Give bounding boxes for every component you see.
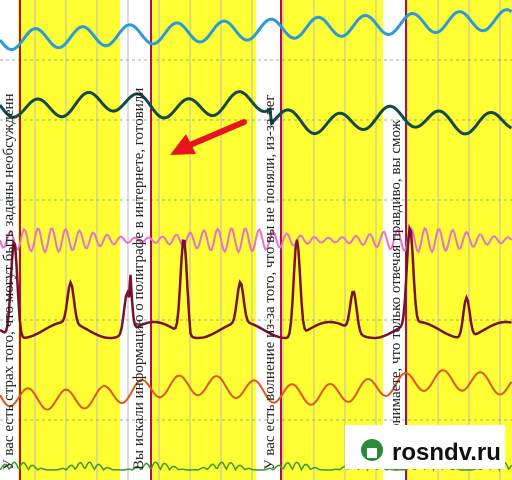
trace — [0, 223, 512, 340]
trace — [0, 369, 512, 411]
trace — [0, 226, 512, 255]
watermark-text: rosndv.ru — [392, 439, 501, 466]
trace — [0, 8, 512, 52]
arrow-shaft — [187, 119, 247, 148]
question-text: У вас есть волнение из-за того, что вы н… — [262, 94, 278, 470]
arrow — [170, 119, 247, 155]
question-text: етко понимаете, что только отвечая правд… — [388, 119, 404, 470]
question-text: У вас есть страх того, что могут быть за… — [1, 93, 17, 470]
trace — [0, 90, 512, 136]
arrow-head — [170, 134, 196, 155]
watermark: rosndv.ru — [345, 425, 505, 469]
traces — [0, 8, 512, 473]
question-text: Вы искали информацию о полиграфе в интер… — [131, 88, 147, 470]
logo-house — [367, 448, 377, 458]
